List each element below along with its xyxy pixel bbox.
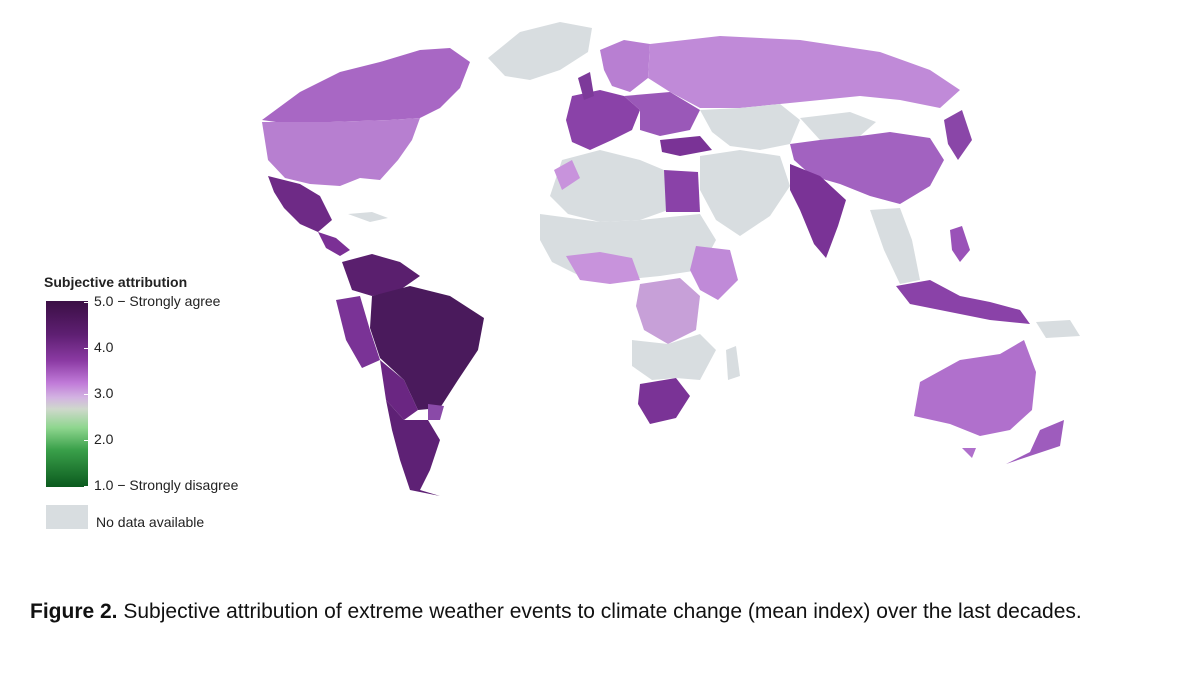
legend-label-5: 5.0 − Strongly agree	[94, 293, 221, 309]
region-egypt	[664, 170, 700, 212]
legend-colorbar	[46, 301, 88, 487]
figure-caption: Figure 2. Subjective attribution of extr…	[30, 596, 1180, 629]
region-central-asia	[700, 104, 800, 150]
region-brazil	[370, 286, 484, 410]
world-choropleth-map	[262, 22, 1080, 496]
region-philippines	[950, 226, 970, 262]
legend-tick-1	[84, 486, 90, 487]
region-bolivia	[380, 360, 418, 420]
region-morocco	[554, 160, 580, 190]
figure-caption-text: Subjective attribution of extreme weathe…	[117, 600, 1082, 623]
no-data-label: No data available	[96, 514, 205, 530]
legend-label-1: 1.0 − Strongly disagree	[94, 477, 239, 493]
region-australia	[914, 340, 1036, 436]
region-japan	[944, 110, 972, 160]
legend-label-4: 4.0	[94, 339, 114, 355]
region-india	[790, 164, 846, 258]
legend-tick-2	[84, 440, 90, 441]
region-turkey	[660, 136, 712, 156]
region-southern-africa	[632, 334, 716, 380]
region-south-africa	[638, 378, 690, 424]
region-png	[1036, 320, 1080, 338]
region-southeast-asia	[870, 208, 920, 284]
region-uk	[578, 72, 594, 100]
region-argentina-chile	[386, 400, 440, 496]
region-usa	[262, 118, 420, 186]
region-central-america	[318, 232, 350, 256]
legend-label-3: 3.0	[94, 385, 114, 401]
region-uruguay	[428, 404, 444, 420]
legend-tick-5	[84, 302, 90, 303]
region-eastern-europe	[624, 92, 700, 136]
region-mexico	[268, 176, 332, 232]
region-scandinavia	[600, 40, 650, 92]
region-north-africa	[550, 150, 668, 222]
region-middle-east	[700, 150, 790, 236]
region-peru	[336, 296, 380, 368]
legend-label-2: 2.0	[94, 431, 114, 447]
region-greenland	[488, 22, 592, 80]
region-russia	[648, 36, 960, 108]
region-china	[790, 132, 944, 204]
region-east-africa	[690, 246, 738, 300]
legend-tick-4	[84, 348, 90, 349]
region-indonesia	[896, 280, 1030, 324]
region-western-europe	[566, 90, 640, 150]
region-west-africa	[566, 252, 640, 284]
region-colombia-venezuela	[342, 254, 420, 296]
region-canada	[262, 48, 470, 124]
legend-tick-3	[84, 394, 90, 395]
legend-title: Subjective attribution	[44, 274, 188, 290]
region-central-africa	[636, 278, 700, 344]
figure-label: Figure 2.	[30, 600, 118, 623]
region-caribbean	[348, 212, 388, 222]
region-mongolia	[800, 112, 876, 140]
region-tasmania	[962, 448, 976, 458]
no-data-swatch	[46, 505, 88, 529]
region-new-zealand	[1006, 420, 1064, 464]
region-madagascar	[726, 346, 740, 380]
